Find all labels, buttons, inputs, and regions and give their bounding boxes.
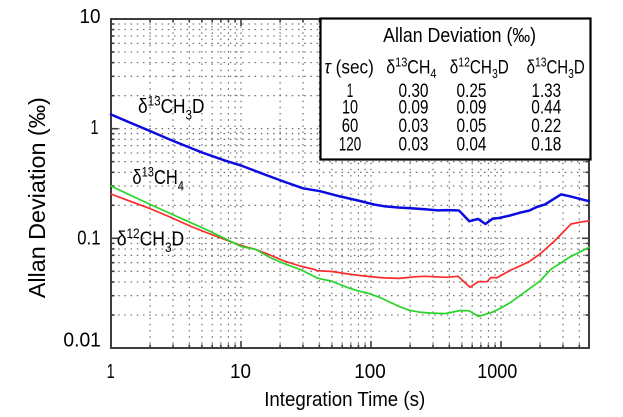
svg-text:100: 100: [354, 361, 386, 383]
svg-text:Allan Deviation (‰): Allan Deviation (‰): [383, 25, 536, 47]
svg-text:0.1: 0.1: [77, 228, 100, 250]
svg-text:10: 10: [80, 6, 101, 28]
svg-text:1.33: 1.33: [532, 81, 562, 102]
svg-text:0.44: 0.44: [531, 98, 561, 119]
svg-text:δ13CH4: δ13CH4: [386, 55, 437, 82]
svg-text:1000: 1000: [477, 361, 517, 383]
svg-text:0.25: 0.25: [457, 81, 487, 102]
svg-text:0.01: 0.01: [63, 330, 101, 352]
svg-text:0.18: 0.18: [531, 135, 561, 156]
svg-text:0.04: 0.04: [457, 135, 487, 156]
svg-text:0.05: 0.05: [457, 116, 487, 137]
svg-text:1: 1: [107, 361, 115, 383]
svg-text:τ (sec): τ (sec): [324, 57, 373, 78]
svg-text:0.22: 0.22: [531, 116, 561, 137]
svg-text:Integration Time (s): Integration Time (s): [264, 388, 425, 411]
svg-text:10: 10: [342, 98, 358, 119]
svg-text:0.30: 0.30: [399, 81, 429, 102]
svg-text:120: 120: [339, 135, 362, 156]
svg-text:0.03: 0.03: [399, 135, 429, 156]
svg-text:0.09: 0.09: [457, 98, 487, 119]
svg-text:1: 1: [91, 117, 99, 139]
svg-text:0.03: 0.03: [399, 116, 429, 137]
svg-text:Allan Deviation (‰): Allan Deviation (‰): [24, 97, 50, 298]
svg-text:1: 1: [347, 81, 354, 102]
svg-text:10: 10: [230, 361, 251, 383]
svg-text:60: 60: [342, 116, 359, 137]
svg-text:0.09: 0.09: [399, 98, 429, 119]
